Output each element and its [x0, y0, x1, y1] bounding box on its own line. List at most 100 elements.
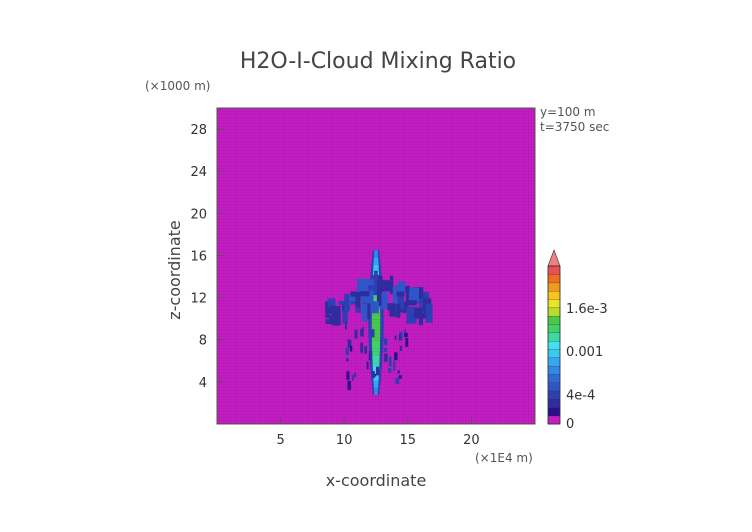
colorbar-swatch	[547, 299, 561, 309]
colorbar-swatch	[547, 382, 561, 392]
column-cell	[372, 351, 380, 356]
streak-cell	[354, 329, 358, 339]
streak-cell	[397, 370, 400, 374]
anvil-cell	[342, 309, 348, 324]
colorbar-swatch	[547, 274, 561, 284]
x-tick-label: 15	[400, 433, 417, 448]
plot-area	[216, 107, 536, 425]
anvil-cell	[408, 287, 419, 303]
colorbar-swatch	[547, 349, 561, 358]
streak-cell	[405, 337, 409, 347]
anvil-cell	[350, 291, 361, 302]
anvil-cell	[406, 306, 417, 324]
column-cell	[373, 380, 379, 385]
column-cell	[373, 261, 379, 266]
column-cell	[372, 343, 380, 349]
anvil-cell	[397, 281, 406, 295]
column-cell	[372, 297, 380, 302]
y-tick-label: 8	[199, 334, 207, 349]
anvil-cell	[379, 292, 389, 309]
streak-cell	[393, 361, 396, 371]
streak-cell	[399, 333, 402, 341]
anvil-cell	[326, 306, 337, 314]
colorbar-swatch	[547, 315, 561, 325]
anvil-cell	[371, 274, 380, 289]
anvil-cell	[405, 285, 411, 303]
colorbar-frame	[547, 265, 561, 425]
anvil-cell	[376, 287, 382, 306]
y-unit-label: (×1000 m)	[145, 79, 210, 93]
streak-cell	[346, 358, 349, 362]
colorbar-swatch	[547, 390, 561, 400]
colorbar-swatch	[547, 365, 561, 375]
anvil-cell	[338, 301, 349, 305]
streak-cell	[372, 371, 375, 379]
streak-cell	[346, 371, 350, 380]
x-tick-label: 5	[276, 433, 284, 448]
streak-cell	[366, 361, 369, 370]
streak-cell	[384, 353, 388, 362]
anvil-cell	[399, 301, 409, 313]
anvil-cell	[425, 303, 433, 323]
y-axis-label: z-coordinate	[165, 220, 184, 320]
streak-cell	[360, 342, 364, 353]
streak-cell	[348, 340, 352, 346]
column-cell	[372, 354, 380, 359]
column-cell	[374, 390, 378, 396]
anvil-cell	[356, 278, 368, 293]
y-tick-label: 28	[190, 123, 207, 138]
colorbar-swatch	[547, 307, 561, 317]
anvil-cell	[359, 291, 370, 297]
column-cell	[373, 253, 379, 258]
streak-cell	[352, 374, 354, 381]
heatmap-field	[325, 250, 433, 396]
streak-cell	[345, 347, 350, 356]
anvil-cell	[366, 279, 374, 289]
x-unit-label: (×1E4 m)	[475, 451, 533, 465]
streak-cell	[374, 373, 377, 377]
anvil-cell	[396, 303, 401, 318]
column-cell	[371, 311, 381, 316]
streak-cell	[362, 326, 365, 330]
colorbar-tick-label: 4e-4	[566, 388, 595, 403]
streak-cell	[395, 377, 399, 384]
streak-cell	[364, 346, 368, 354]
anvil-cell	[325, 319, 332, 324]
anvil-cell	[397, 291, 405, 310]
y-tick-label: 20	[190, 207, 207, 222]
colorbar-swatch	[547, 415, 561, 425]
column-cell	[371, 329, 381, 334]
streak-cell	[383, 338, 388, 346]
colorbar-swatch	[547, 407, 561, 417]
anvil-cell	[358, 295, 367, 303]
x-tick-label: 10	[336, 433, 353, 448]
colorbar-swatch	[547, 290, 561, 300]
colorbar-swatch	[547, 282, 561, 292]
column-cell	[371, 315, 381, 320]
column-cell	[371, 336, 381, 341]
column-cell	[373, 376, 379, 381]
column-cell	[373, 383, 379, 388]
x-axis-label: x-coordinate	[326, 471, 427, 490]
colorbar-tick-label: 0	[566, 417, 574, 432]
y-tick-label: 12	[190, 292, 207, 307]
colorbar-swatch	[547, 340, 561, 350]
anvil-cell	[355, 292, 361, 308]
anvil-cell	[387, 303, 396, 311]
streak-cell	[404, 332, 408, 338]
column-cell	[371, 333, 381, 338]
column-cell	[371, 322, 381, 327]
streak-cell	[344, 322, 347, 330]
streak-cell	[394, 352, 398, 361]
streak-cell	[360, 328, 364, 337]
column-cell	[372, 347, 380, 352]
anvil-cell	[370, 301, 379, 314]
anvil-cell	[381, 280, 393, 292]
anvil-cell	[407, 300, 417, 306]
info-y: y=100 m	[540, 105, 596, 119]
x-axis: 5 10 15 20	[276, 418, 480, 448]
info-t: t=3750 sec	[540, 120, 609, 134]
anvil-cell	[368, 285, 378, 296]
streak-cell	[404, 329, 406, 332]
